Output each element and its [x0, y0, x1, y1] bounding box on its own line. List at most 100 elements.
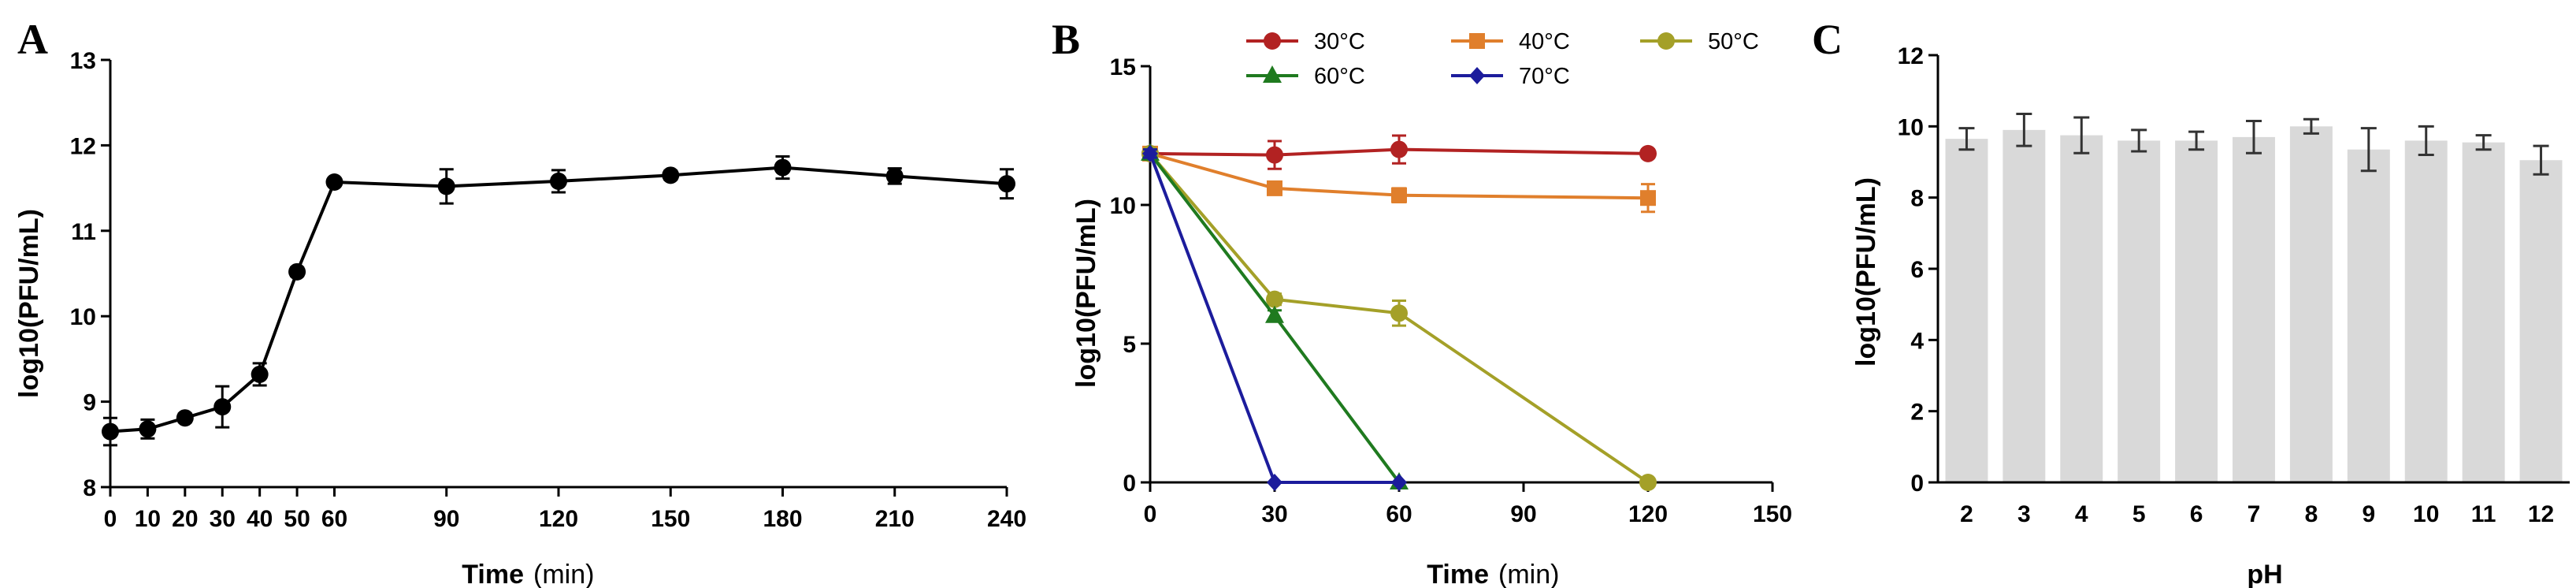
panel-a-data-point — [998, 175, 1015, 193]
panel-a-x-tick-label: 210 — [875, 506, 915, 532]
panel-c-x-tick-label: 4 — [2075, 501, 2088, 527]
panel-c-x-tick-label: 9 — [2362, 501, 2375, 527]
panel-b-x-axis-unit: (min) — [1498, 560, 1559, 588]
panel-a-x-tick-label: 40 — [247, 506, 273, 532]
panel-c-x-tick-label: 7 — [2248, 501, 2261, 527]
panel-a-x-tick-label: 10 — [135, 506, 161, 532]
panel-c-bar — [2233, 136, 2275, 482]
panel-a-y-tick-label: 13 — [70, 48, 96, 74]
panel-a-x-tick-label: 120 — [539, 506, 578, 532]
panel-c-y-tick-label: 8 — [1910, 186, 1924, 212]
panel-c-y-tick-label: 6 — [1910, 257, 1924, 283]
panel-b-series-1-data-point — [1391, 187, 1407, 203]
panel-c-x-tick-label: 12 — [2528, 501, 2554, 527]
panel-c-y-tick-label: 4 — [1910, 328, 1924, 354]
panel-a-x-tick-label: 90 — [433, 506, 459, 532]
panel-a-x-tick-label: 180 — [763, 506, 802, 532]
legend-item-0-marker — [1264, 32, 1281, 50]
panel-b-series-0-data-point — [1639, 144, 1657, 162]
panel-c-x-tick-label: 11 — [2471, 501, 2496, 527]
panel-b-x-tick-label: 30 — [1261, 501, 1287, 527]
panel-c-bar — [2404, 140, 2448, 482]
panel-a-data-point — [176, 409, 194, 427]
panel-c-bar — [2118, 140, 2161, 482]
panel-a-data-point — [774, 158, 792, 177]
panel-b-x-tick-label: 90 — [1510, 501, 1536, 527]
panel-b-label: B — [1052, 16, 1080, 63]
panel-a-label: A — [17, 16, 48, 63]
panel-b-series-0-data-point — [1390, 140, 1408, 158]
panel-a-x-tick-label: 240 — [987, 506, 1026, 532]
panel-b-series-2-data-point — [1390, 304, 1408, 322]
panel-b-series-4-data-point — [1142, 144, 1158, 162]
panel-c-bar — [2175, 140, 2218, 482]
panel-a-x-axis-unit: (min) — [533, 560, 594, 588]
panel-c-x-tick-label: 6 — [2190, 501, 2203, 527]
panel-c-bar — [1945, 139, 1988, 482]
panel-c-x-tick-label: 10 — [2413, 501, 2439, 527]
panel-c-bar — [2060, 135, 2103, 482]
panel-a-x-tick-label: 0 — [104, 506, 117, 532]
legend-item-1-marker — [1469, 33, 1485, 49]
panel-a-data-point — [139, 420, 157, 438]
panel-b-series-2-data-point — [1639, 474, 1657, 491]
panel-b-x-tick-label: 0 — [1144, 501, 1157, 527]
panel-a-data-point — [213, 398, 232, 416]
panel-b-y-tick-label: 15 — [1110, 54, 1136, 80]
panel-a-x-tick-label: 150 — [651, 506, 690, 532]
panel-c-bar — [2003, 129, 2046, 482]
panel-a-data-point — [550, 172, 567, 190]
panel-c-bar — [2462, 142, 2505, 483]
panel-c-x-tick-label: 3 — [2017, 501, 2031, 527]
panel-a-data-point — [885, 167, 904, 185]
panel-a-y-tick-label: 9 — [83, 390, 96, 416]
panel-b-series-3-data-point — [1265, 305, 1284, 323]
legend-item-2-marker — [1657, 32, 1675, 50]
panel-c-x-tick-label: 2 — [1960, 501, 1973, 527]
panel-c-y-tick-label: 2 — [1910, 400, 1924, 426]
panel-c-bar — [2347, 149, 2390, 483]
legend-item-1-label: 40°C — [1519, 29, 1570, 54]
panel-a-y-tick-label: 10 — [70, 304, 96, 330]
panel-a-series-line — [109, 166, 1008, 434]
panel-b-y-tick-label: 10 — [1110, 193, 1136, 219]
panel-b-series-1-data-point — [1640, 190, 1656, 207]
legend-item-0-label: 30°C — [1314, 29, 1365, 54]
panel-b-y-tick-label: 5 — [1123, 332, 1136, 358]
legend-item-4-marker — [1469, 67, 1485, 84]
panel-c-bar — [2289, 126, 2333, 483]
panel-c-x-tick-label: 8 — [2305, 501, 2318, 527]
panel-b-y-axis-label: log10(PFU/mL) — [1071, 199, 1101, 388]
panel-c-x-axis-label: pH — [2247, 560, 2282, 588]
panel-b-y-tick-label: 0 — [1123, 471, 1136, 497]
panel-b-x-tick-label: 120 — [1628, 501, 1668, 527]
panel-b-series-2-data-point — [1266, 290, 1283, 308]
panel-a-x-tick-label: 20 — [172, 506, 198, 532]
panel-a-y-axis-label: log10(PFU/mL) — [14, 209, 44, 398]
panel-c-y-axis-label: log10(PFU/mL) — [1851, 177, 1881, 367]
panel-a: A log10(PFU/mL) Time (min) 8 9 10 11 12 13 0 10… — [14, 16, 1026, 588]
legend-item-3-label: 60°C — [1314, 64, 1365, 89]
panel-b-x-tick-label: 150 — [1753, 501, 1792, 527]
panel-c-y-tick-label: 12 — [1898, 43, 1924, 69]
panel-a-x-tick-label: 60 — [321, 506, 347, 532]
panel-a-data-point — [662, 166, 680, 184]
panel-b-series-1-line — [1149, 151, 1649, 200]
panel-a-y-tick-label: 8 — [83, 475, 96, 501]
panel-a-data-point — [251, 365, 269, 383]
panel-a-x-axis-label: Time — [462, 560, 524, 588]
panel-a-data-point — [102, 422, 119, 441]
panel-b-series-4-data-point — [1391, 474, 1407, 491]
panel-a-y-tick-label: 12 — [70, 133, 96, 159]
panel-b-series-4-data-point — [1267, 474, 1282, 491]
panel-b-x-tick-label: 60 — [1386, 501, 1412, 527]
panel-b-series-0-line — [1149, 147, 1649, 157]
panel-a-x-tick-label: 30 — [210, 506, 236, 532]
panel-a-x-tick-label: 50 — [284, 506, 310, 532]
legend-item-2-label: 50°C — [1708, 29, 1759, 54]
legend-item-3-marker — [1263, 65, 1282, 83]
panel-a-data-point — [437, 177, 455, 195]
panel-c-bar — [2519, 160, 2563, 482]
